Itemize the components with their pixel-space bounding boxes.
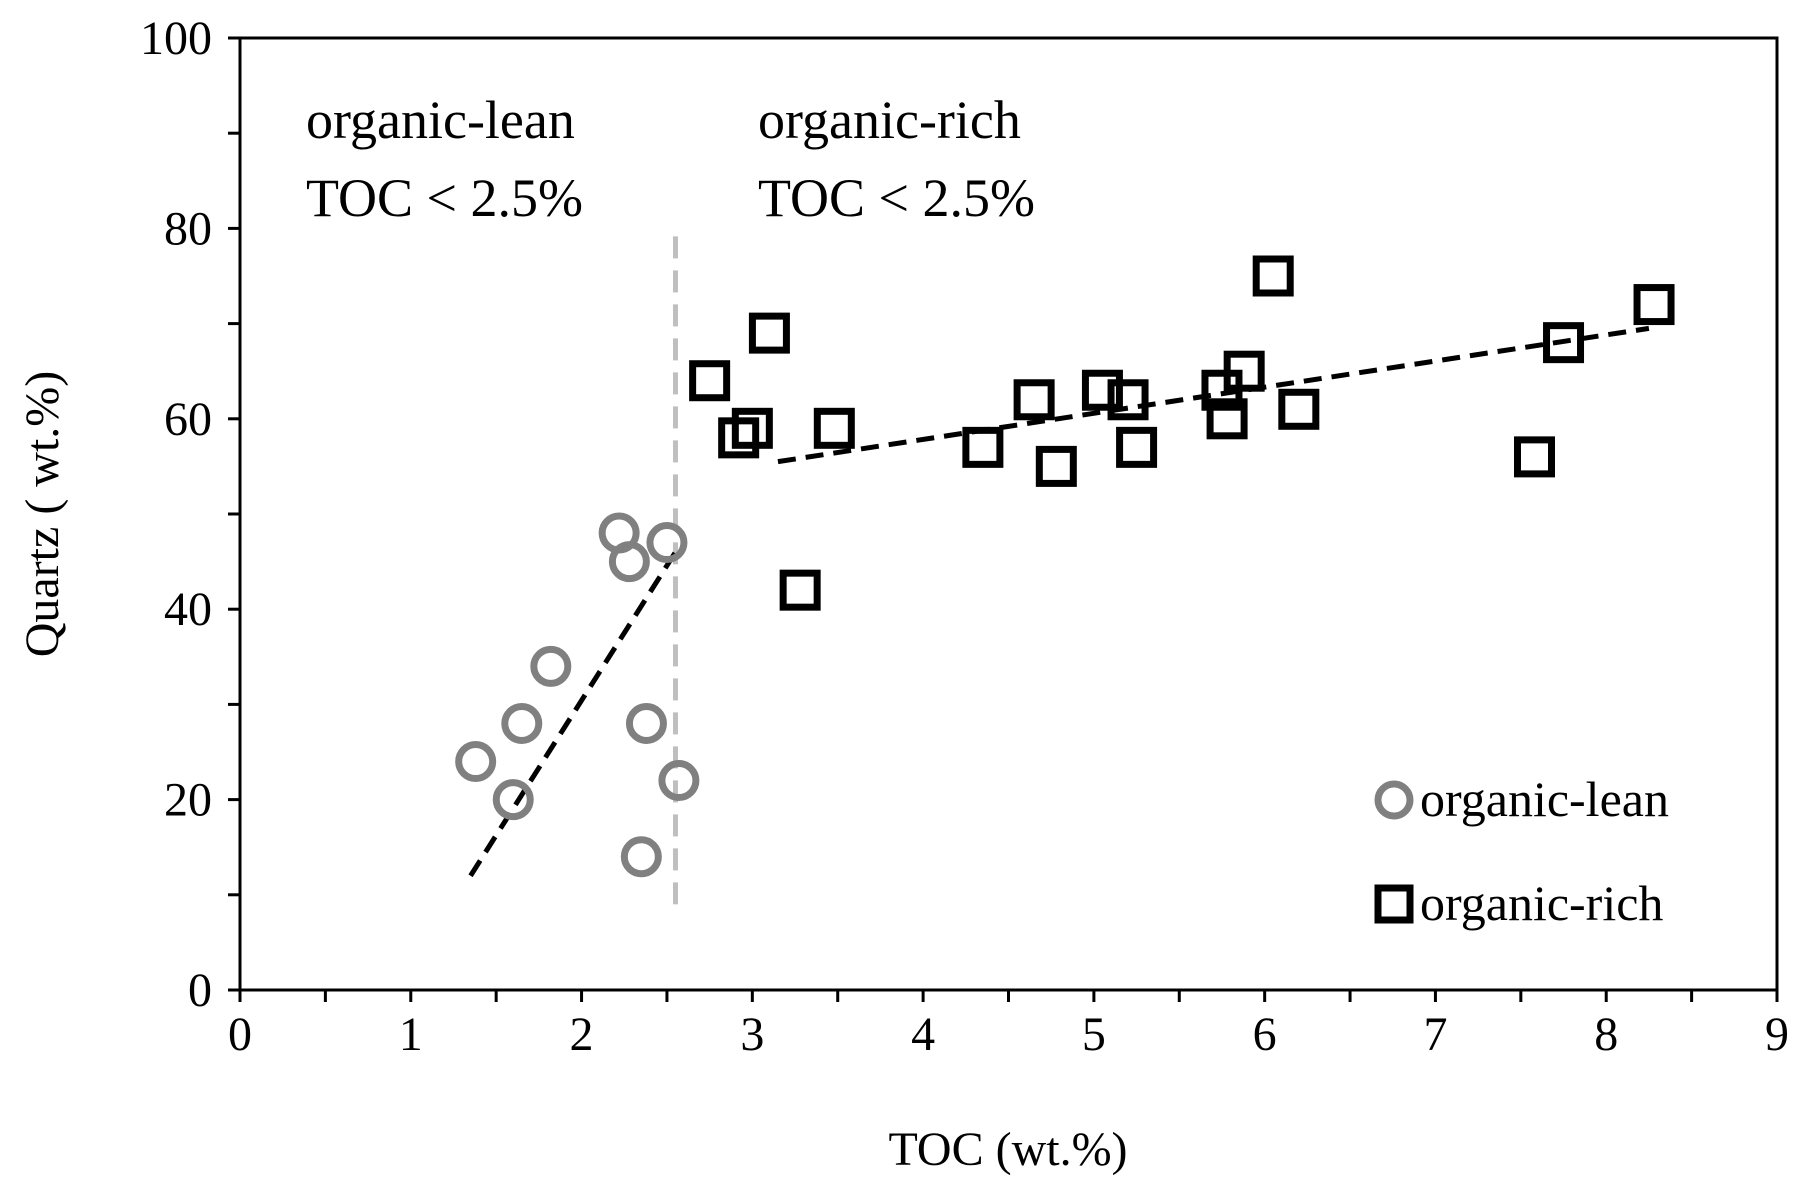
point-organic-lean — [658, 760, 700, 802]
point-organic-rich — [1633, 284, 1675, 326]
annotation-rich-threshold: TOC < 2.5% — [758, 168, 1035, 228]
point-organic-rich — [813, 407, 855, 449]
trendline-layer — [468, 325, 1650, 878]
point-organic-rich — [731, 407, 773, 449]
x-axis-label: TOC (wt.%) — [888, 1123, 1127, 1176]
points-layer — [455, 255, 1675, 878]
point-organic-rich — [1116, 426, 1158, 468]
point-organic-lean — [608, 541, 650, 583]
x-tick-label: 2 — [570, 1008, 594, 1061]
x-tick-label: 0 — [228, 1008, 252, 1061]
annotation-lean-threshold: TOC < 2.5% — [306, 168, 583, 228]
legend: organic-lean organic-rich — [1374, 771, 1669, 931]
point-organic-lean — [620, 836, 662, 878]
point-organic-lean — [530, 645, 572, 687]
x-tick-label: 5 — [1082, 1008, 1106, 1061]
point-organic-lean — [646, 522, 688, 564]
trendline-organic-lean — [468, 550, 678, 878]
annotation-rich-title: organic-rich — [758, 90, 1021, 150]
y-tick-label: 0 — [188, 964, 212, 1017]
point-organic-lean — [625, 702, 667, 744]
x-tick-label: 8 — [1594, 1008, 1618, 1061]
point-organic-rich — [1206, 398, 1248, 440]
point-organic-rich — [748, 312, 790, 354]
point-organic-rich — [1252, 255, 1294, 297]
point-organic-rich — [962, 426, 1004, 468]
y-tick-label: 20 — [164, 774, 212, 827]
trendline-organic-rich — [777, 325, 1650, 465]
point-organic-rich — [1223, 350, 1265, 392]
y-tick-label: 80 — [164, 202, 212, 255]
point-organic-rich — [689, 360, 731, 402]
x-tick-label: 4 — [911, 1008, 935, 1061]
x-tick-label: 7 — [1423, 1008, 1447, 1061]
point-organic-rich — [1081, 369, 1123, 411]
y-axis-label: Quartz ( wt.%) — [16, 371, 69, 658]
point-organic-rich — [1013, 379, 1055, 421]
point-organic-rich — [1035, 445, 1077, 487]
legend-marker-square — [1374, 884, 1414, 924]
legend-label-organic-rich: organic-rich — [1420, 875, 1663, 931]
point-organic-rich — [1278, 388, 1320, 430]
y-tick-label: 40 — [164, 583, 212, 636]
x-tick-label: 9 — [1765, 1008, 1789, 1061]
point-organic-rich — [1543, 322, 1585, 364]
x-tick-label: 1 — [399, 1008, 423, 1061]
point-organic-lean — [501, 702, 543, 744]
point-organic-rich — [779, 569, 821, 611]
legend-marker-circle — [1374, 780, 1414, 820]
tick-labels-layer: 0 1 2 3 4 5 6 7 8 9 0 20 40 60 80 100 — [140, 12, 1789, 1061]
legend-label-organic-lean: organic-lean — [1420, 771, 1669, 827]
x-tick-label: 6 — [1253, 1008, 1277, 1061]
point-organic-lean — [455, 741, 497, 783]
x-tick-label: 3 — [740, 1008, 764, 1061]
ticks-layer — [228, 36, 1779, 1002]
y-tick-label: 100 — [140, 12, 212, 65]
y-tick-label: 60 — [164, 393, 212, 446]
annotation-lean-title: organic-lean — [306, 90, 575, 150]
point-organic-rich — [1513, 436, 1555, 478]
point-organic-rich — [1107, 379, 1149, 421]
point-organic-lean — [492, 779, 534, 821]
